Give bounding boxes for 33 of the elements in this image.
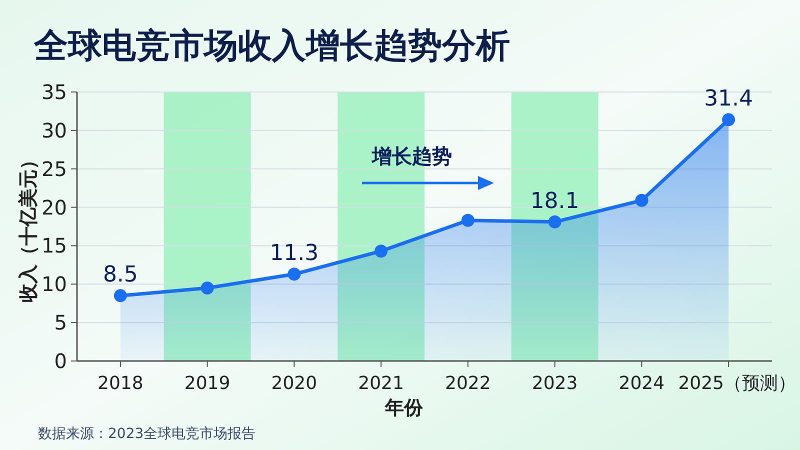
point [635, 194, 648, 207]
point [461, 214, 474, 227]
point [288, 268, 301, 281]
chart-title: 全球电竞市场收入增长趋势分析 [33, 26, 510, 66]
x-tick-label: 2020 [271, 373, 318, 394]
x-tick-label: 2024 [618, 373, 665, 394]
x-tick-label: 2019 [184, 373, 230, 394]
point [374, 244, 388, 258]
data-label: 8.5 [102, 262, 138, 288]
y-tick-label: 30 [42, 118, 67, 142]
x-tick-label: 2025（预测） [678, 373, 796, 394]
point [548, 215, 562, 228]
y-tick-label: 5 [54, 310, 67, 335]
source-note: 数据来源：2023全球电竞市场报告 [38, 426, 256, 442]
y-tick-label: 25 [42, 156, 67, 181]
y-axis-title: 收入（十亿美元） [18, 150, 40, 302]
point [722, 113, 736, 126]
data-label: 18.1 [530, 188, 580, 214]
x-tick-label: 2023 [532, 373, 578, 394]
x-tick-label: 2018 [98, 373, 144, 394]
y-tick-label: 15 [42, 234, 67, 258]
data-label: 31.4 [704, 86, 754, 112]
y-tick-label: 10 [42, 272, 67, 296]
data-label: 11.3 [270, 241, 319, 266]
point [200, 281, 214, 294]
point [114, 289, 127, 302]
y-tick-label: 35 [42, 80, 67, 104]
x-tick-label: 2021 [358, 373, 404, 394]
annotation: 增长趋势 [371, 144, 452, 168]
x-axis-title: 年份 [384, 397, 424, 419]
y-tick-label: 20 [42, 195, 67, 220]
x-tick-label: 2022 [445, 373, 491, 394]
y-tick-label: 0 [54, 349, 67, 373]
